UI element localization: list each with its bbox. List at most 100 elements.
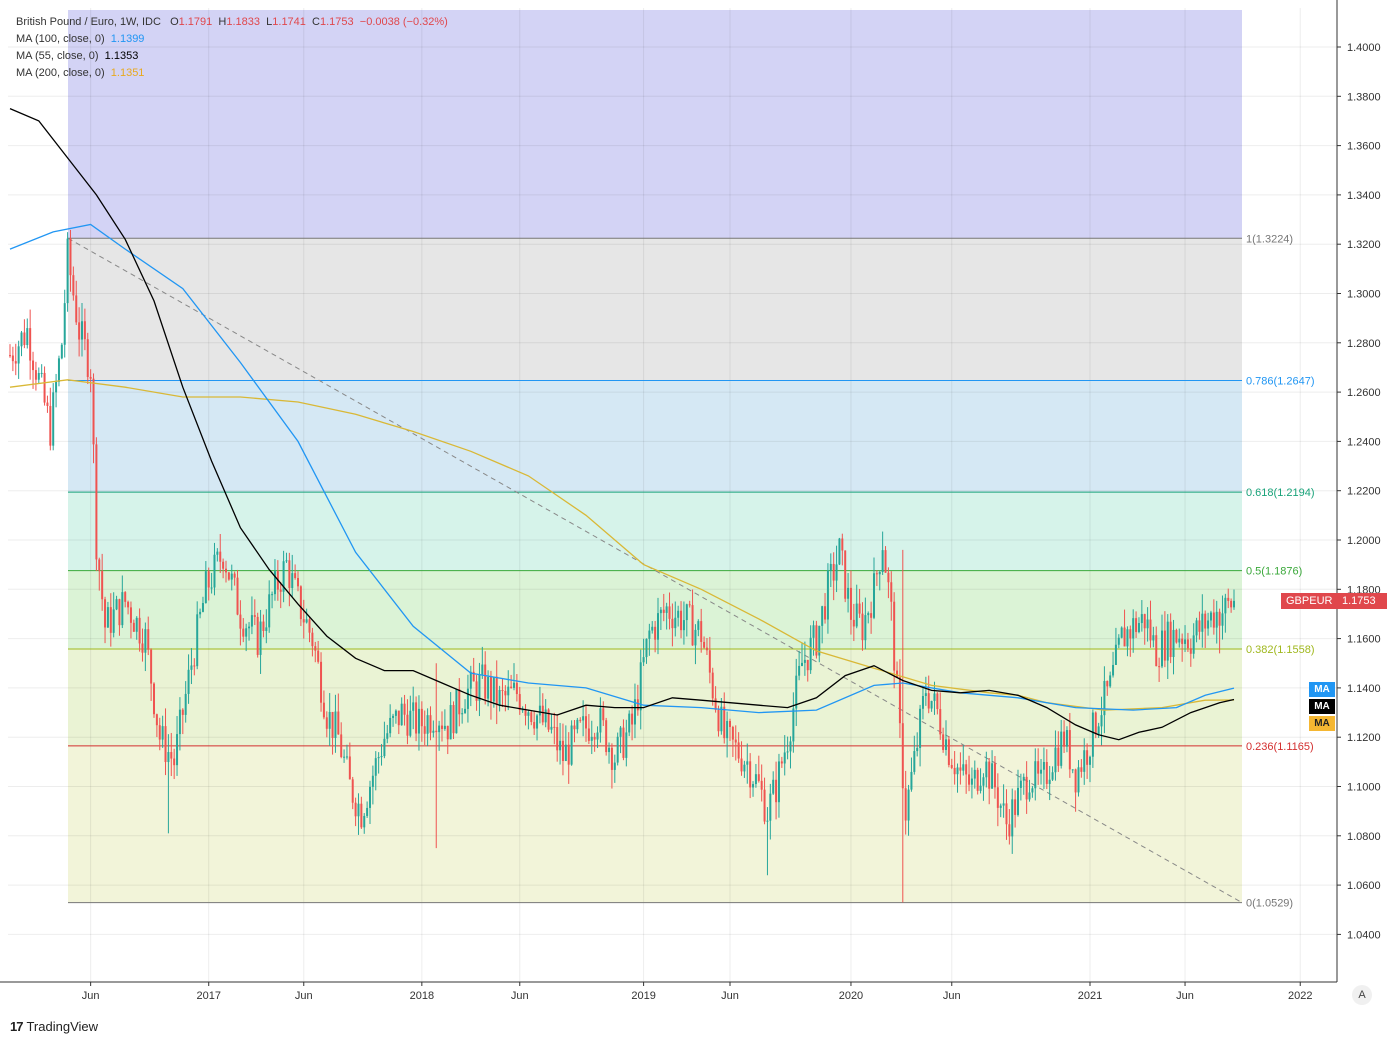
candle-body — [726, 721, 729, 739]
legend-ma55[interactable]: MA (55, close, 0) 1.1353 — [16, 48, 448, 65]
candle-body — [959, 767, 962, 771]
y-tick-label: 1.1200 — [1347, 732, 1381, 744]
candle-body — [896, 670, 899, 678]
candle-body — [392, 715, 395, 718]
candle-body — [515, 682, 518, 695]
candle-body — [694, 629, 697, 646]
candle-body — [1022, 776, 1025, 781]
candle-body — [1230, 600, 1233, 608]
candle-body — [619, 727, 622, 737]
candle-body — [322, 702, 325, 718]
tradingview-logo[interactable]: 17 TradingView — [10, 1019, 98, 1034]
candle-body — [1019, 780, 1022, 788]
candle-body — [1077, 767, 1080, 793]
candle-body — [245, 628, 248, 637]
candle-body — [734, 739, 737, 743]
candle-body — [795, 675, 798, 709]
candle-body — [297, 578, 299, 587]
y-tick-label: 1.2400 — [1347, 436, 1381, 448]
candle-body — [973, 769, 976, 779]
candle-body — [210, 587, 213, 589]
candle-body — [308, 619, 311, 633]
high-value: 1.1833 — [226, 16, 261, 28]
candle-body — [564, 744, 567, 761]
candle-body — [129, 607, 132, 623]
candle-body — [596, 732, 599, 740]
candle-body — [1186, 639, 1189, 649]
candle-body — [628, 713, 631, 733]
candle-body — [852, 619, 855, 627]
candle-body — [861, 613, 864, 641]
legend-symbol-row: British Pound / Euro, 1W, IDC O1.1791 H1… — [16, 14, 448, 31]
candle-body — [1135, 618, 1138, 633]
candle-body — [20, 332, 23, 347]
candle-body — [1065, 730, 1068, 747]
y-tick-label: 1.2200 — [1347, 486, 1381, 498]
moving-averages — [9, 108, 1235, 741]
candle-body — [714, 698, 717, 710]
candle-body — [196, 614, 199, 667]
candle-body — [400, 703, 403, 726]
candle-body — [469, 671, 472, 689]
y-tick-label: 1.4000 — [1347, 42, 1381, 54]
candle-body — [227, 572, 230, 580]
candle-body — [507, 686, 510, 696]
candle-body — [789, 741, 792, 752]
candle-body — [1126, 629, 1129, 647]
candle-body — [1114, 644, 1117, 665]
y-tick-label: 1.2600 — [1347, 387, 1381, 399]
candle-body — [1163, 630, 1166, 661]
candle-body — [835, 564, 838, 581]
y-tick-label: 1.1000 — [1347, 782, 1381, 794]
candle-body — [760, 780, 763, 790]
legend-ma200[interactable]: MA (200, close, 0) 1.1351 — [16, 65, 448, 82]
candle-body — [775, 779, 778, 803]
candle-body — [173, 758, 176, 766]
candle-body — [472, 671, 475, 682]
candle-body — [587, 728, 590, 741]
legend-ma100[interactable]: MA (100, close, 0) 1.1399 — [16, 31, 448, 48]
candle-body — [513, 682, 515, 688]
candle-body — [1218, 611, 1221, 626]
candle-body — [1215, 611, 1218, 628]
candle-body — [1042, 762, 1045, 770]
y-tick-label: 1.1400 — [1347, 683, 1381, 695]
candle-body — [1117, 637, 1120, 645]
candle-body — [518, 694, 521, 710]
candle-body — [1100, 715, 1103, 727]
candle-body — [933, 693, 936, 701]
candle-body — [746, 761, 749, 765]
y-tick-label: 1.2000 — [1347, 535, 1381, 547]
candle-body — [777, 761, 780, 803]
candle-body — [253, 615, 256, 617]
candle-body — [657, 613, 659, 640]
ma100-badge: MA — [1309, 682, 1335, 697]
candle-body — [1045, 762, 1048, 784]
candle-body — [829, 563, 832, 571]
fib-label-0.382: 0.382(1.1558) — [1246, 644, 1315, 656]
candle-body — [449, 704, 452, 740]
symbol-name[interactable]: British Pound / Euro, 1W, IDC — [16, 16, 161, 28]
auto-scale-button[interactable]: A — [1352, 985, 1372, 1005]
candle-body — [89, 376, 92, 379]
candle-body — [700, 621, 703, 642]
candle-body — [878, 571, 881, 575]
y-tick-label: 1.3600 — [1347, 141, 1381, 153]
candle-body — [921, 696, 924, 709]
candle-body — [204, 571, 207, 603]
candle-body — [63, 303, 66, 345]
candle-body — [1129, 629, 1132, 639]
candle-body — [740, 758, 743, 772]
candle-body — [674, 617, 677, 629]
fib-zone — [68, 238, 1242, 381]
candle-body — [985, 761, 988, 778]
fib-label-0: 0(1.0529) — [1246, 898, 1293, 910]
candle-body — [533, 722, 536, 729]
candle-body — [340, 734, 343, 758]
candle-body — [645, 638, 648, 658]
candle-body — [881, 550, 884, 572]
candle-body — [37, 372, 40, 380]
candle-body — [144, 629, 147, 653]
candle-body — [806, 659, 809, 671]
